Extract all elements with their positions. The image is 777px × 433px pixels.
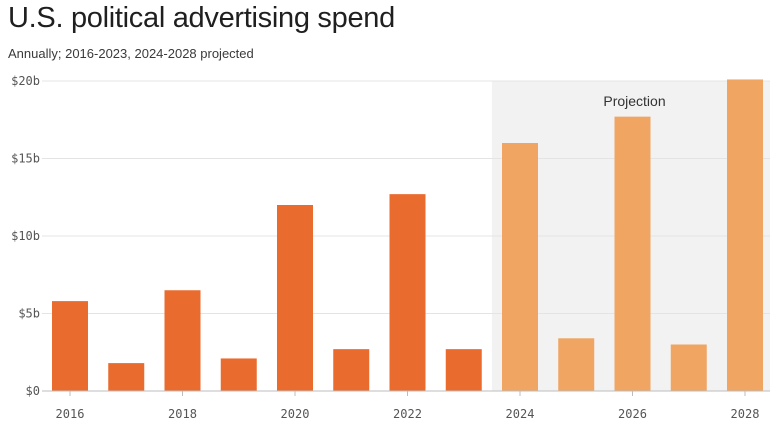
bar-actual: [445, 349, 482, 391]
bars: [52, 79, 763, 392]
bar-projected: [558, 338, 595, 391]
y-tick-label: $15b: [11, 152, 40, 166]
bar-actual: [277, 205, 313, 391]
x-axis-ticks: 2016 2018 2020 2022 2024 2026 2028: [56, 391, 760, 421]
bar-actual: [164, 290, 201, 391]
chart-title: U.S. political advertising spend: [8, 2, 395, 34]
x-tick-label: 2024: [506, 407, 535, 421]
chart-subtitle: Annually; 2016-2023, 2024-2028 projected: [8, 46, 254, 61]
bar-projected: [614, 116, 651, 392]
bar-actual: [52, 301, 88, 391]
projection-annotation: Projection: [603, 93, 665, 109]
x-tick-label: 2022: [393, 407, 422, 421]
x-tick-label: 2018: [168, 407, 197, 421]
bar-actual: [389, 194, 426, 391]
x-tick-label: 2016: [56, 407, 85, 421]
y-axis-ticks: $0 $5b $10b $15b $20b: [11, 74, 40, 398]
bar-projected: [727, 79, 763, 391]
bar-actual: [220, 358, 257, 391]
x-tick-label: 2026: [618, 407, 647, 421]
y-tick-label: $10b: [11, 229, 40, 243]
y-tick-label: $0: [26, 384, 40, 398]
x-tick-label: 2020: [281, 407, 310, 421]
bar-actual: [333, 349, 370, 391]
y-tick-label: $20b: [11, 74, 40, 88]
bar-projected: [502, 143, 538, 391]
x-tick-label: 2028: [731, 407, 760, 421]
y-tick-label: $5b: [18, 307, 40, 321]
bar-actual: [108, 363, 145, 391]
bar-projected: [670, 344, 707, 391]
